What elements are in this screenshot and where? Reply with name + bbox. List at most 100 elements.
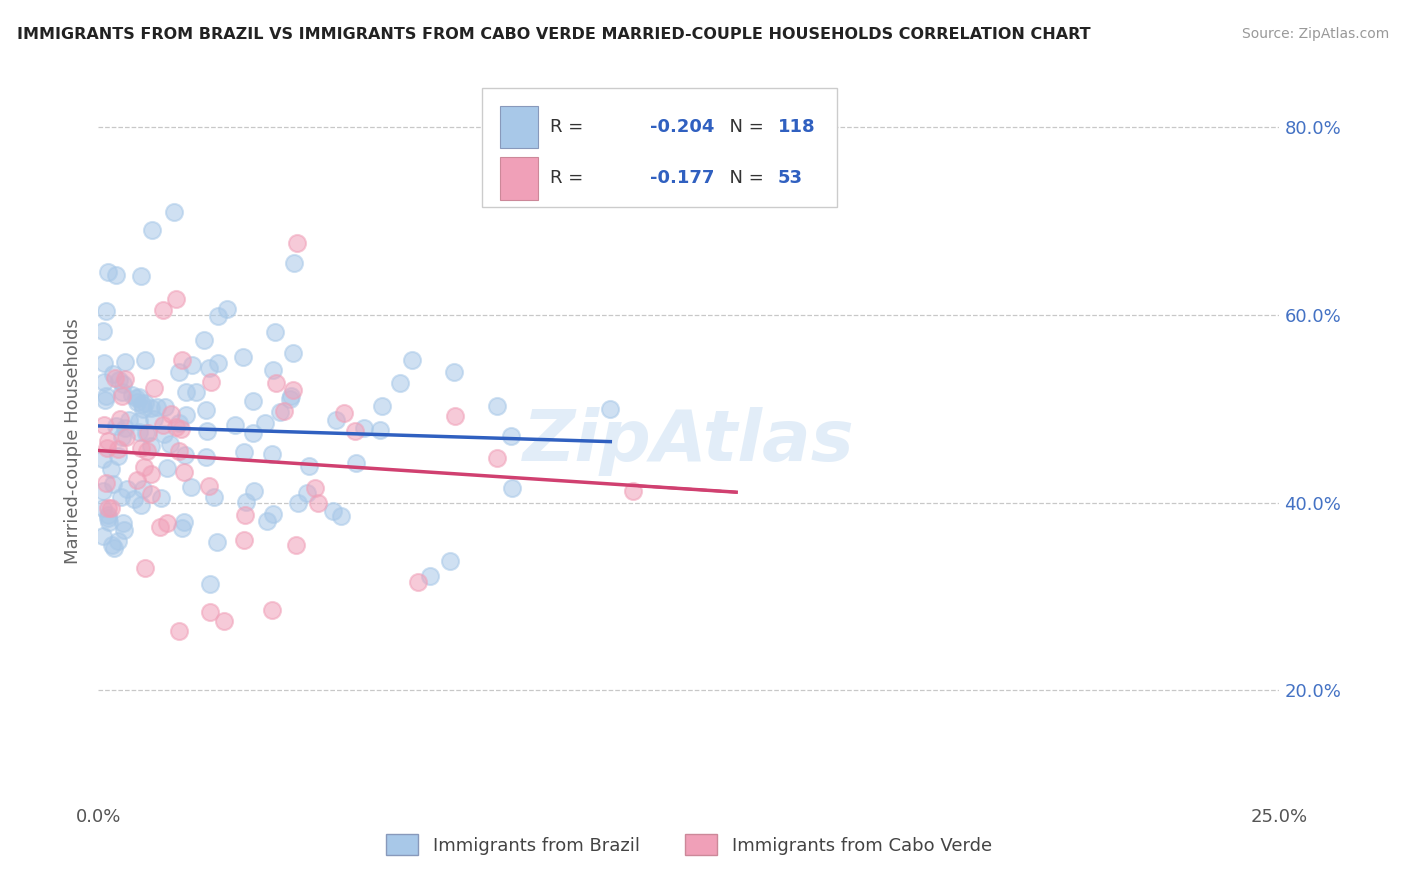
Point [112,523,135,537]
Point [111,376,134,391]
Point [141,467,163,481]
Point [307,496,329,510]
Point [195,450,218,464]
Point [98,515,121,529]
Point [103,541,125,555]
Point [134,561,156,575]
Point [207,356,229,370]
Point [96,441,118,455]
Point [91,483,114,498]
Point [115,482,138,496]
Point [174,448,197,462]
Point [180,358,202,372]
Legend: Immigrants from Brazil, Immigrants from Cabo Verde: Immigrants from Brazil, Immigrants from … [378,827,1000,863]
Point [111,389,134,403]
Point [253,416,276,430]
Point [94,392,117,407]
FancyBboxPatch shape [501,157,537,200]
Point [101,477,124,491]
Point [207,309,229,323]
Point [266,376,288,390]
Point [114,372,136,386]
Point [127,473,149,487]
Point [184,384,207,399]
Point [278,392,301,407]
Point [280,389,302,403]
Point [136,426,159,441]
Point [97,511,120,525]
Point [262,447,284,461]
Text: ZipAtlas: ZipAtlas [523,407,855,476]
Point [127,395,149,409]
Point [214,614,236,628]
Text: N =: N = [718,169,770,187]
Point [93,375,115,389]
Point [262,363,284,377]
Point [298,458,321,473]
Point [141,223,163,237]
Point [233,533,256,548]
Point [388,376,411,391]
Point [419,569,441,583]
Point [195,424,218,438]
Point [287,496,309,510]
Text: 118: 118 [778,118,815,136]
Point [232,445,254,459]
Point [91,500,114,515]
Point [269,405,291,419]
Point [174,384,197,399]
Point [198,605,221,619]
FancyBboxPatch shape [482,87,837,207]
Point [132,459,155,474]
Point [118,413,141,427]
Point [215,301,238,316]
Point [167,417,190,431]
Point [107,442,129,457]
Point [125,391,148,405]
Point [114,355,136,369]
Point [284,538,307,552]
Point [406,575,429,590]
Point [200,375,222,389]
Point [165,293,187,307]
Point [443,365,465,379]
Point [167,443,190,458]
Point [260,603,283,617]
Point [232,350,254,364]
Point [256,514,278,528]
Point [114,420,136,434]
Point [142,412,165,426]
Point [344,456,367,470]
Point [149,491,172,505]
Point [134,395,156,409]
Point [149,520,172,534]
Point [243,483,266,498]
Point [273,403,295,417]
Point [135,425,157,440]
Point [121,387,143,401]
Point [368,423,391,437]
Point [599,402,621,417]
Point [195,403,218,417]
Text: -0.204: -0.204 [650,118,714,136]
Point [100,500,122,515]
Point [110,490,132,504]
Point [91,324,114,338]
Point [134,353,156,368]
Point [193,333,215,347]
Text: Source: ZipAtlas.com: Source: ZipAtlas.com [1241,27,1389,41]
Point [485,451,508,466]
Point [96,265,118,279]
Point [172,521,194,535]
Point [263,325,285,339]
Point [621,484,644,499]
Point [114,430,136,444]
Point [262,507,284,521]
Point [131,397,153,411]
Point [165,420,187,434]
Point [443,409,465,424]
Point [143,380,166,394]
Point [103,367,125,381]
Point [91,451,114,466]
Text: N =: N = [718,118,770,136]
